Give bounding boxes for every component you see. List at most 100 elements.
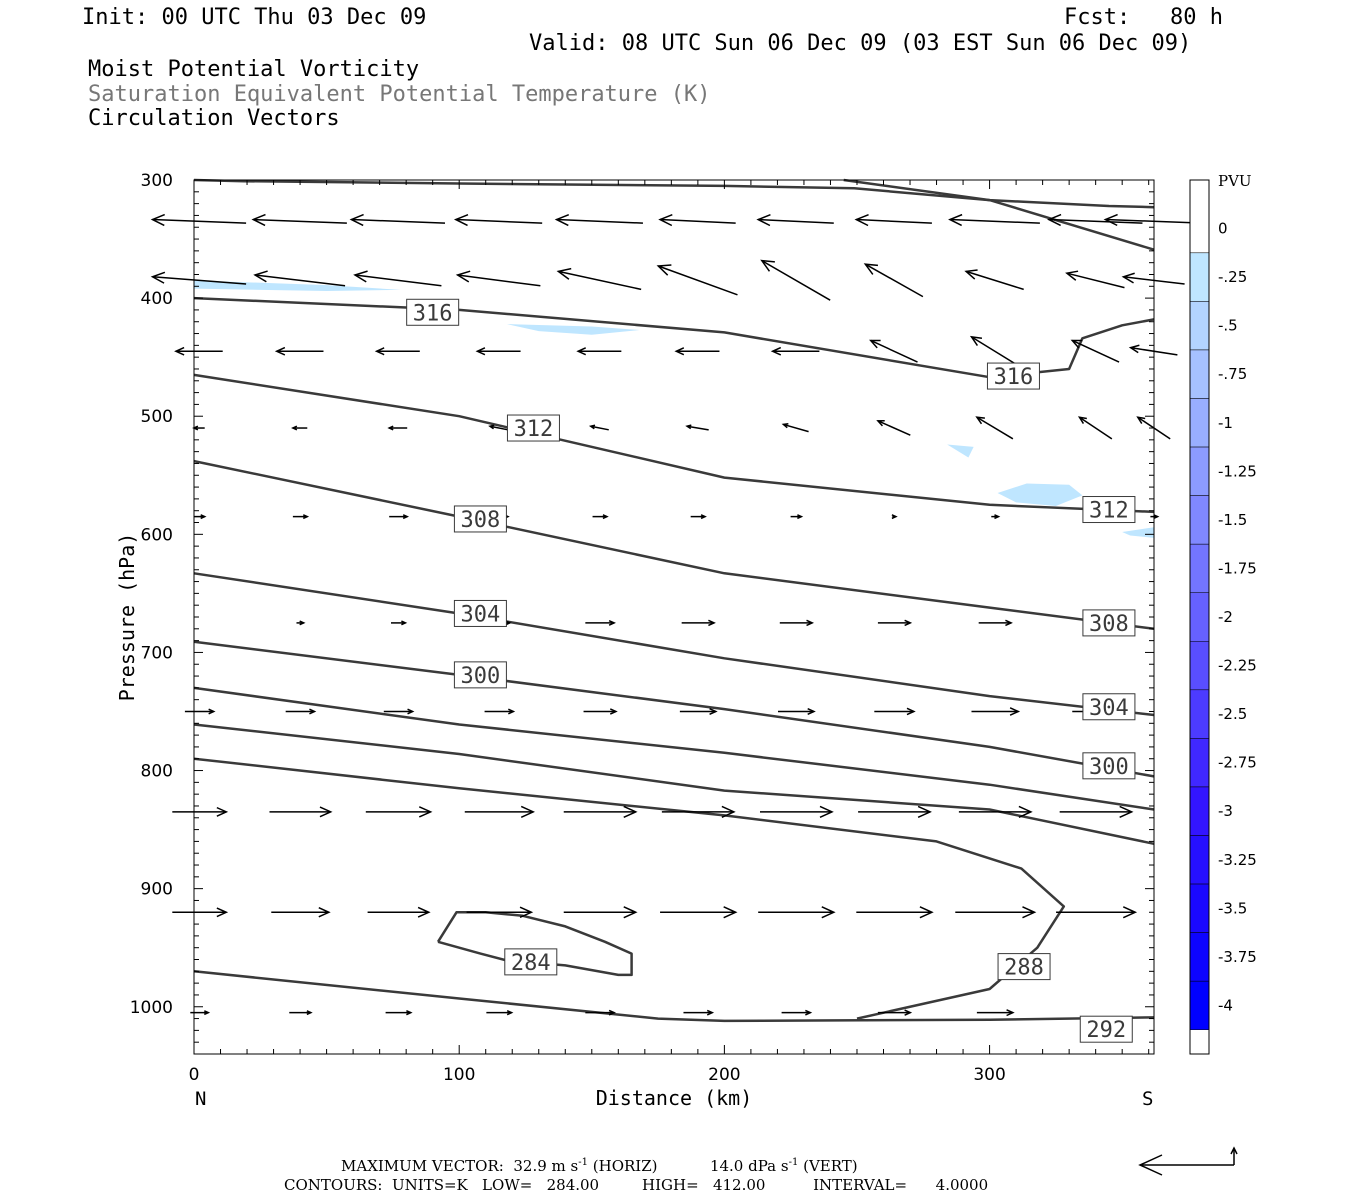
circulation-vector: [291, 425, 308, 431]
colorbar-swatch: [1189, 980, 1210, 1030]
circulation-vector: [975, 416, 1014, 440]
colorbar-level-label: -3: [1218, 802, 1233, 820]
negative-pv-region: [506, 324, 640, 335]
colorbar-swatch: [1189, 932, 1210, 982]
svg-text:284: 284: [511, 951, 551, 976]
circulation-vector: [172, 806, 229, 817]
circulation-vector: [349, 213, 446, 227]
circulation-vector: [353, 270, 442, 287]
contour-label: 300: [1082, 752, 1136, 780]
svg-text:312: 312: [514, 417, 554, 442]
circulation-vector: [174, 346, 223, 356]
circulation-vector: [172, 907, 229, 918]
contour-label: 284: [504, 948, 558, 976]
svg-text:292: 292: [1086, 1018, 1126, 1043]
circulation-vector: [1047, 213, 1143, 227]
svg-text:300: 300: [1089, 755, 1129, 780]
circulation-vector: [583, 708, 618, 715]
theta-es-contour: [193, 572, 1155, 717]
colorbar-level-label: -1.75: [1218, 559, 1257, 577]
colorbar-swatch: [1189, 786, 1210, 836]
pv-fill-layer: [194, 280, 1154, 538]
contour-label: 300: [453, 661, 507, 689]
circulation-vector: [876, 420, 911, 436]
contour-label: 304: [453, 599, 507, 627]
circulation-vector: [969, 335, 1019, 367]
colorbar-swatch: [1189, 349, 1210, 399]
colorbar-swatch: [1189, 641, 1210, 691]
contour-label: 316: [406, 298, 460, 326]
circulation-vector: [190, 1010, 211, 1016]
circulation-vector: [877, 1009, 913, 1016]
negative-pv-region: [947, 444, 974, 458]
theta-es-contour: [193, 640, 1155, 778]
y-tick-label: 600: [141, 525, 173, 545]
colorbar-level-label: -1: [1218, 414, 1233, 432]
colorbar-level-label: -2.25: [1218, 657, 1257, 675]
theta-es-contour: [193, 178, 1155, 209]
colorbar-swatch: [1189, 446, 1210, 496]
colorbar-level-label: 0: [1218, 220, 1228, 238]
colorbar-swatch: [1189, 592, 1210, 642]
colorbar-level-label: -3.5: [1218, 899, 1247, 917]
circulation-vector: [269, 806, 333, 818]
negative-pv-region: [1122, 527, 1154, 538]
colorbar-level-label: -4: [1218, 996, 1233, 1014]
circulation-vector: [389, 514, 410, 520]
circulation-vector: [759, 805, 834, 818]
axis-tick-labels: 300 400 500 600 700 800 900 1000 0 100 200 300: [130, 171, 1006, 1085]
circulation-vector: [576, 347, 622, 356]
theta-es-contour: [193, 459, 1155, 631]
circulation-vector: [385, 1009, 413, 1016]
colorbar-swatch: [1189, 883, 1210, 933]
circulation-vector: [390, 620, 408, 626]
circulation-vector: [781, 1009, 813, 1016]
circulation-vector: [660, 906, 738, 919]
colorbar-level-label: -3.25: [1218, 851, 1257, 869]
circulation-vector: [877, 619, 913, 627]
y-tick-label: 700: [141, 643, 173, 663]
colorbar-level-label: -.25: [1218, 268, 1247, 286]
colorbar-swatch: [1189, 179, 1210, 254]
circulation-vector: [1065, 270, 1125, 289]
circulation-vector: [253, 270, 346, 287]
colorbar-swatch: [1189, 543, 1210, 593]
theta-es-contour: [193, 970, 1155, 1023]
circulation-vector: [758, 906, 836, 919]
circulation-vector: [184, 708, 216, 715]
colorbar-level-label: -2: [1218, 608, 1233, 626]
colorbar-level-label: -2.75: [1218, 754, 1257, 772]
circulation-vector: [592, 514, 609, 520]
circulation-vector: [466, 906, 534, 919]
circulation-vector: [790, 514, 804, 520]
circulation-vector: [554, 213, 643, 227]
x-tick-label: 300: [973, 1065, 1005, 1085]
svg-text:316: 316: [994, 365, 1034, 390]
colorbar-frame: [1189, 179, 1210, 1055]
circulation-vector: [271, 907, 331, 918]
circulation-vector: [779, 619, 815, 627]
y-tick-label: 300: [141, 171, 173, 191]
circulation-vector: [856, 906, 934, 919]
circulation-vector: [453, 213, 543, 227]
max-vector-vert: 14.0 dPa s: [709, 1157, 789, 1175]
svg-text:308: 308: [1089, 612, 1129, 637]
valid-time: Valid: 08 UTC Sun 06 Dec 09 (03 EST Sun …: [529, 31, 1192, 56]
circulation-vector: [464, 805, 536, 818]
x-tick-label: 0: [189, 1065, 200, 1085]
svg-text:304: 304: [461, 602, 501, 627]
colorbar-swatch: [1189, 398, 1210, 448]
circulation-vector: [367, 906, 431, 918]
circulation-vector: [991, 514, 1001, 520]
circulation-vector: [556, 267, 642, 291]
contour-label: 288: [997, 953, 1051, 981]
circulation-vector: [383, 708, 415, 715]
colorbar-level-label: -.5: [1218, 317, 1238, 335]
field-title-vectors: Circulation Vectors: [88, 106, 340, 131]
circulation-vector: [1077, 416, 1113, 440]
vector-layer: [150, 213, 1203, 1017]
x-end-label-south: S: [1142, 1088, 1153, 1110]
circulation-vector: [365, 806, 433, 818]
circulation-vector: [1059, 805, 1134, 818]
